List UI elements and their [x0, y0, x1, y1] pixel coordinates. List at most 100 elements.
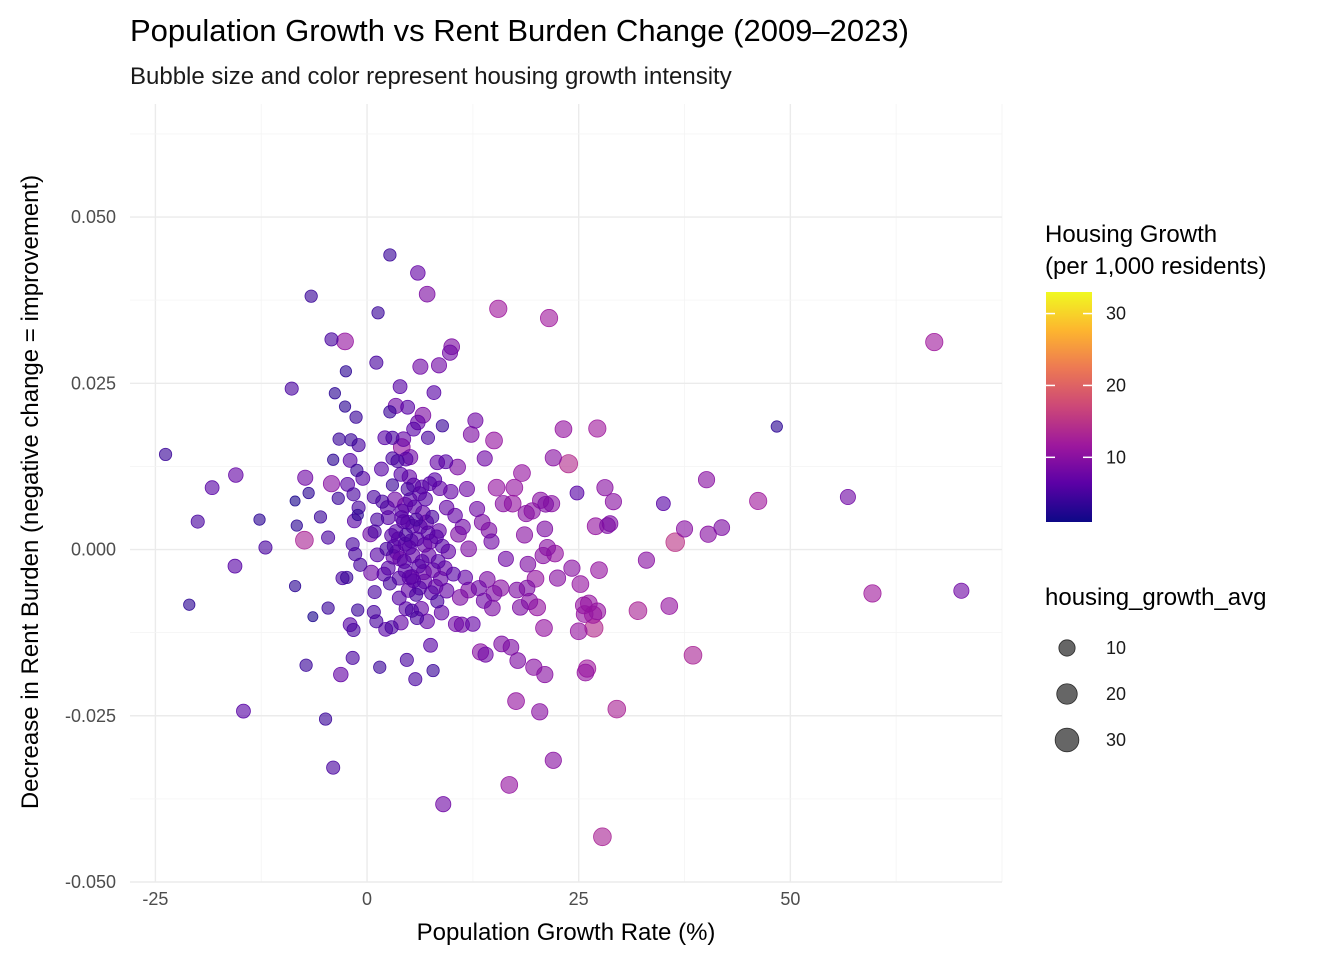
data-point — [313, 510, 328, 524]
data-point — [342, 453, 358, 468]
plot-grid — [130, 104, 1003, 883]
data-point — [345, 650, 360, 665]
data-point — [297, 469, 314, 486]
data-point — [430, 357, 448, 374]
data-point — [397, 563, 413, 579]
data-point — [236, 703, 251, 719]
data-point — [399, 652, 414, 667]
data-point — [406, 421, 421, 437]
data-point — [538, 538, 556, 557]
data-point — [443, 483, 459, 500]
x-tick-label: 0 — [362, 889, 372, 909]
data-point — [953, 582, 970, 599]
data-point — [425, 509, 440, 524]
data-point — [454, 518, 471, 535]
data-point — [373, 660, 387, 674]
data-point — [351, 508, 364, 522]
size-legend-key — [1058, 639, 1076, 657]
data-point — [304, 289, 318, 303]
data-point — [513, 464, 531, 482]
size-legend-label: 20 — [1106, 684, 1126, 704]
data-point — [535, 619, 553, 637]
data-point — [302, 486, 315, 500]
data-point — [333, 666, 349, 683]
y-axis-ticks: -0.050 -0.025 0.000 0.025 0.050 — [65, 207, 116, 892]
data-point — [338, 400, 352, 413]
data-point — [288, 579, 302, 593]
data-point — [536, 520, 554, 538]
data-point — [409, 512, 424, 527]
data-point — [430, 594, 445, 609]
data-point — [190, 514, 205, 529]
color-bar-ticks: 10 20 30 — [1046, 304, 1126, 467]
data-point — [369, 614, 384, 629]
data-point — [548, 569, 567, 587]
data-point — [423, 637, 438, 653]
data-point — [383, 248, 397, 262]
size-legend: housing_growth_avg 10 20 30 — [1045, 584, 1267, 753]
chart-subtitle: Bubble size and color represent housing … — [130, 63, 732, 90]
data-point — [537, 496, 554, 513]
data-point — [435, 796, 452, 813]
data-point — [284, 381, 299, 396]
data-point — [318, 712, 333, 726]
size-legend-keys: 10 20 30 — [1054, 638, 1126, 753]
data-point — [367, 524, 382, 539]
size-legend-label: 30 — [1106, 730, 1126, 750]
color-legend-title-line-1: Housing Growth — [1045, 221, 1217, 248]
data-point — [536, 665, 554, 684]
chart-title: Population Growth vs Rent Burden Change … — [130, 13, 909, 48]
data-point — [438, 583, 455, 599]
data-point — [326, 760, 341, 775]
size-legend-key — [1056, 683, 1078, 705]
data-point — [307, 611, 319, 623]
data-point — [467, 412, 484, 429]
data-point — [412, 358, 429, 375]
data-point — [839, 488, 856, 506]
y-tick-label: 0.050 — [71, 207, 116, 227]
data-point — [569, 485, 585, 501]
data-point — [427, 472, 443, 488]
data-point — [383, 405, 397, 419]
data-point — [344, 433, 358, 447]
data-point — [391, 590, 407, 606]
data-point — [628, 601, 648, 620]
data-point — [465, 616, 481, 632]
data-point — [158, 447, 173, 462]
data-point — [601, 515, 619, 532]
y-axis-title: Decrease in Rent Burden (negative change… — [17, 175, 44, 809]
data-point — [349, 410, 363, 424]
data-point — [576, 663, 595, 682]
data-point — [414, 554, 430, 569]
data-point — [384, 620, 399, 635]
color-legend: Housing Growth (per 1,000 residents) 10 2… — [1045, 221, 1266, 522]
data-point — [289, 495, 301, 507]
data-point — [400, 399, 416, 415]
data-point — [346, 622, 361, 637]
data-point — [380, 560, 396, 576]
data-point — [418, 491, 433, 507]
data-point — [863, 584, 882, 603]
data-point — [607, 699, 627, 719]
data-point — [699, 525, 717, 543]
data-point — [596, 479, 614, 497]
data-point — [418, 285, 436, 303]
data-point — [438, 454, 454, 470]
data-point — [683, 645, 703, 665]
x-axis-title: Population Growth Rate (%) — [417, 919, 716, 946]
data-point — [324, 332, 339, 347]
data-point — [390, 454, 405, 469]
data-point — [290, 519, 303, 532]
data-point — [253, 513, 266, 526]
data-point — [393, 467, 409, 482]
data-point — [531, 703, 549, 721]
data-point — [410, 265, 426, 281]
data-point — [509, 652, 527, 669]
data-point — [925, 332, 944, 352]
color-bar — [1046, 292, 1092, 522]
data-point — [409, 611, 425, 626]
data-point — [385, 430, 400, 445]
y-tick-label: -0.025 — [65, 706, 116, 726]
data-point — [331, 491, 345, 505]
data-point — [340, 570, 354, 585]
